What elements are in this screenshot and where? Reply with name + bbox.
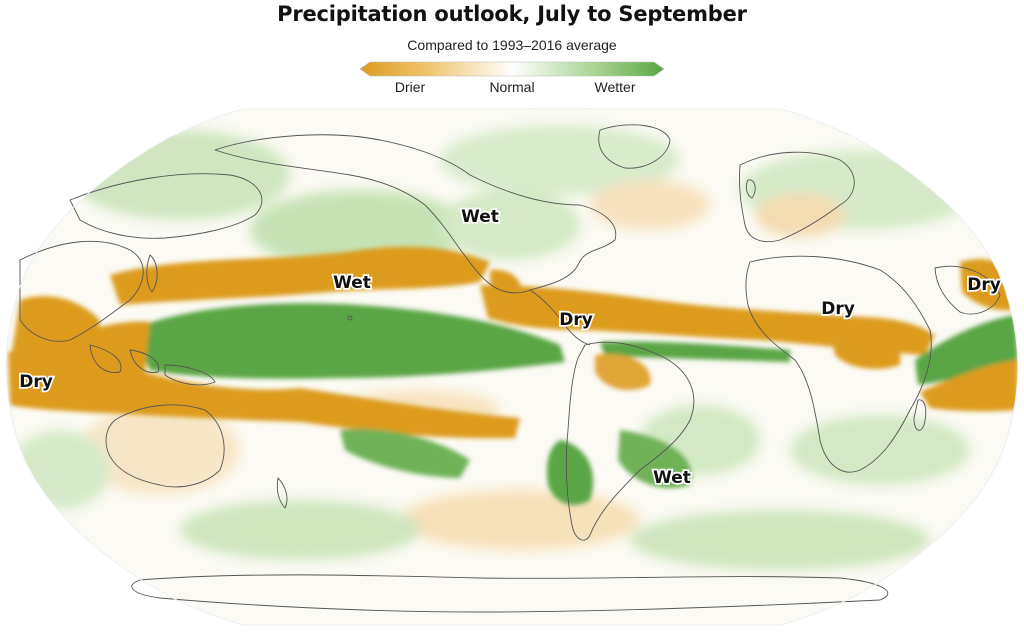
wet-patch-south-pacific xyxy=(340,429,470,478)
madagascar-coastline xyxy=(913,399,927,431)
dry-patch-indian-ocean xyxy=(12,296,100,363)
dry-band-north-pacific xyxy=(110,246,490,305)
label-dry-africa: Dry xyxy=(821,299,855,319)
dry-patch-europe xyxy=(755,193,845,237)
label-dry-caribbean: Dry xyxy=(559,310,593,330)
wet-patch-south-america xyxy=(546,440,594,505)
greenland-coastline xyxy=(598,124,671,169)
new-guinea-coastline xyxy=(164,364,216,386)
wet-patch-south-indian-west xyxy=(10,430,110,510)
label-wet-north-america: Wet xyxy=(461,207,499,227)
wet-patch-north-america xyxy=(440,190,580,260)
hawaii-coastline xyxy=(347,315,353,321)
africa-coastline xyxy=(745,255,932,473)
anomaly-layer xyxy=(6,109,1018,625)
coastlines xyxy=(19,124,1001,613)
south-america-coastline xyxy=(565,341,695,541)
legend-gradient-arrow xyxy=(360,61,664,77)
legend-label-normal: Normal xyxy=(489,79,535,95)
japan-coastline xyxy=(146,254,158,293)
wet-patch-arctic xyxy=(440,125,680,195)
north-asia-coastline xyxy=(69,173,263,239)
sulawesi-coastline xyxy=(129,349,160,373)
dry-patch-australia xyxy=(80,405,240,495)
dry-patch-east-africa xyxy=(830,329,901,369)
dry-patch-south-pacific xyxy=(400,490,640,550)
wet-patch-southern-ocean-east xyxy=(630,510,930,570)
page-title: Precipitation outlook, July to September xyxy=(277,2,747,26)
dry-band-atlantic-sahel xyxy=(480,285,935,355)
wet-stripe-tropical-atlantic xyxy=(600,341,790,362)
antarctica-coastline xyxy=(131,574,889,613)
region-labels: Wet Wet Wet Dry Dry Dry Dry xyxy=(17,205,1002,490)
wet-patch-southern-ocean-west xyxy=(180,500,420,560)
borneo-coastline xyxy=(89,344,122,373)
label-dry-arabia: Dry xyxy=(967,275,1001,295)
new-zealand-coastline xyxy=(276,477,288,509)
arabia-coastline xyxy=(934,265,1001,315)
uk-coastline xyxy=(745,179,756,199)
wet-patch-south-indian xyxy=(790,415,970,485)
central-america-coastline xyxy=(529,289,591,346)
asia-coastline xyxy=(19,240,144,342)
label-dry-indian-ocean: Dry xyxy=(19,372,53,392)
australia-coastline xyxy=(105,404,225,488)
legend-label-drier: Drier xyxy=(394,79,426,95)
globe-outline xyxy=(5,108,1019,626)
page-subtitle: Compared to 1993–2016 average xyxy=(407,37,617,53)
dry-band-indian-ocean-east xyxy=(920,360,1018,412)
europe-coastline xyxy=(739,151,855,243)
dry-patch-mexico xyxy=(490,269,521,297)
dry-patch-north-atlantic xyxy=(590,180,710,230)
legend-label-wetter: Wetter xyxy=(594,79,636,95)
label-wet-north-pacific: Wet xyxy=(333,273,371,293)
legend-color-bar xyxy=(360,61,664,77)
dry-patch-amazon xyxy=(595,354,651,391)
label-wet-south-america: Wet xyxy=(653,468,691,488)
wet-band-central-pacific xyxy=(130,303,565,379)
north-america-coastline xyxy=(214,134,617,294)
